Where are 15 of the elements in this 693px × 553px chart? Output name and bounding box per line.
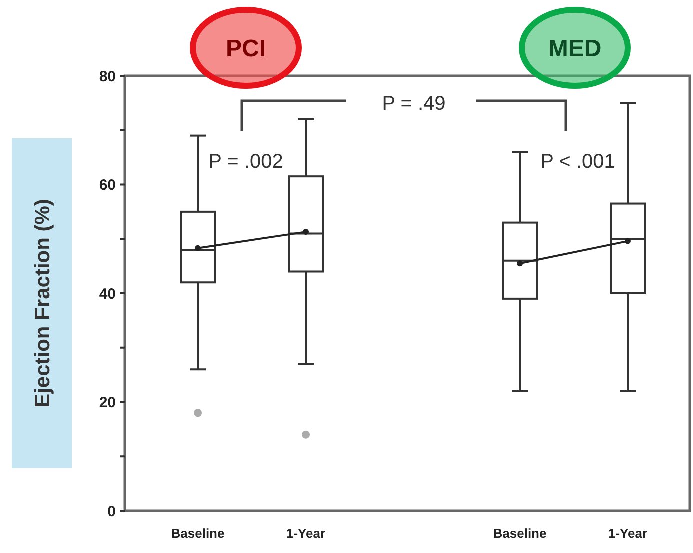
x-tick-label: 1-Year [286, 526, 326, 541]
x-tick-label: Baseline [493, 526, 547, 541]
y-axis-title: Ejection Fraction (%) [31, 199, 54, 408]
annotation: P = .49 [382, 93, 446, 115]
annotation: P = .002 [208, 151, 284, 173]
y-tick-label: 80 [99, 68, 116, 86]
y-tick-label: 40 [99, 286, 116, 303]
y-tick-label: 20 [99, 394, 116, 412]
text: PCI [226, 35, 266, 62]
x-tick-label: 1-Year [608, 526, 648, 541]
annotation: P < .001 [540, 151, 616, 173]
y-tick-label: 0 [108, 503, 116, 520]
x-tick-label: Baseline [171, 526, 225, 541]
text: MED [548, 35, 602, 62]
y-tick-label: 60 [99, 177, 116, 194]
